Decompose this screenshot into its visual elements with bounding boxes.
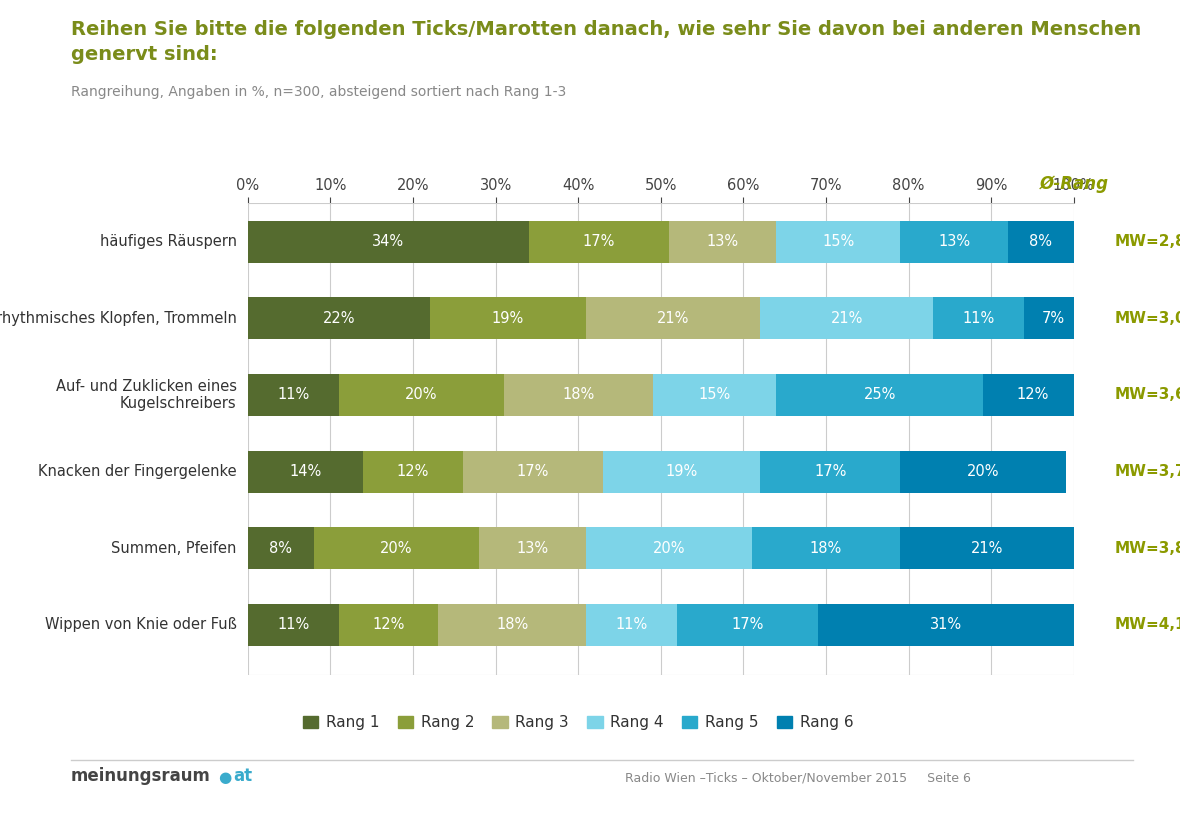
Text: 18%: 18% [496, 617, 529, 633]
Bar [248, 374, 339, 416]
Bar [529, 220, 669, 263]
Text: MW=2,8: MW=2,8 [1115, 234, 1180, 249]
Bar [900, 220, 1008, 263]
Text: 19%: 19% [492, 311, 524, 326]
Text: 20%: 20% [966, 464, 999, 479]
Text: 11%: 11% [616, 617, 648, 633]
Text: Ø-Rang: Ø-Rang [1041, 176, 1109, 193]
Text: 8%: 8% [1029, 234, 1053, 249]
Text: 13%: 13% [938, 234, 970, 249]
Text: 21%: 21% [971, 541, 1003, 556]
Text: 11%: 11% [277, 617, 309, 633]
Text: 21%: 21% [831, 311, 863, 326]
Bar [900, 527, 1074, 569]
Text: MW=3,6: MW=3,6 [1115, 388, 1180, 402]
Text: 12%: 12% [396, 464, 430, 479]
Bar [463, 450, 603, 493]
Bar [586, 604, 677, 646]
Bar [669, 220, 776, 263]
Text: 17%: 17% [583, 234, 615, 249]
Bar [776, 220, 900, 263]
Text: 12%: 12% [372, 617, 405, 633]
Text: 11%: 11% [277, 388, 309, 402]
Bar [752, 527, 900, 569]
Bar [586, 298, 760, 339]
Bar [776, 374, 983, 416]
Bar [760, 450, 900, 493]
Bar [314, 527, 479, 569]
Bar [586, 527, 752, 569]
Text: 20%: 20% [653, 541, 686, 556]
Bar [438, 604, 586, 646]
Text: 14%: 14% [289, 464, 322, 479]
Text: Rangreihung, Angaben in %, n=300, absteigend sortiert nach Rang 1-3: Rangreihung, Angaben in %, n=300, abstei… [71, 85, 566, 99]
Text: 20%: 20% [380, 541, 413, 556]
Bar [339, 374, 504, 416]
Text: 17%: 17% [517, 464, 549, 479]
Bar [479, 527, 586, 569]
Text: 17%: 17% [814, 464, 846, 479]
Text: Reihen Sie bitte die folgenden Ticks/Marotten danach, wie sehr Sie davon bei and: Reihen Sie bitte die folgenden Ticks/Mar… [71, 20, 1141, 64]
Text: 17%: 17% [732, 617, 763, 633]
Bar [430, 298, 586, 339]
Bar [504, 374, 653, 416]
Text: 22%: 22% [322, 311, 355, 326]
Text: 7%: 7% [1042, 311, 1064, 326]
Text: 20%: 20% [405, 388, 438, 402]
Text: 31%: 31% [930, 617, 962, 633]
Text: MW=4,1: MW=4,1 [1115, 617, 1180, 633]
Text: 34%: 34% [372, 234, 405, 249]
Bar [1024, 298, 1082, 339]
Bar [363, 450, 463, 493]
Text: 18%: 18% [562, 388, 595, 402]
Text: 13%: 13% [707, 234, 739, 249]
Text: ●: ● [218, 770, 231, 785]
Text: 19%: 19% [666, 464, 697, 479]
Text: MW=3,7: MW=3,7 [1115, 464, 1180, 479]
Bar [248, 220, 529, 263]
Text: Radio Wien –Ticks – Oktober/November 2015     Seite 6: Radio Wien –Ticks – Oktober/November 201… [625, 772, 971, 785]
Bar [248, 450, 363, 493]
Text: 11%: 11% [963, 311, 995, 326]
Text: 15%: 15% [822, 234, 854, 249]
Text: MW=3,8: MW=3,8 [1115, 541, 1180, 556]
Legend: Rang 1, Rang 2, Rang 3, Rang 4, Rang 5, Rang 6: Rang 1, Rang 2, Rang 3, Rang 4, Rang 5, … [297, 709, 859, 737]
Bar [248, 298, 430, 339]
Bar [248, 527, 314, 569]
Bar [900, 450, 1066, 493]
Text: 8%: 8% [269, 541, 293, 556]
Bar [1008, 220, 1074, 263]
Bar [983, 374, 1082, 416]
Bar [677, 604, 818, 646]
Bar [339, 604, 438, 646]
Bar [248, 604, 339, 646]
Text: 18%: 18% [809, 541, 843, 556]
Text: 21%: 21% [657, 311, 689, 326]
Text: 25%: 25% [864, 388, 896, 402]
Text: 12%: 12% [1016, 388, 1049, 402]
Text: at: at [234, 767, 253, 785]
Bar [818, 604, 1074, 646]
Bar [933, 298, 1024, 339]
Text: meinungsraum: meinungsraum [71, 767, 211, 785]
Text: 15%: 15% [699, 388, 730, 402]
Bar [603, 450, 760, 493]
Bar [760, 298, 933, 339]
Bar [653, 374, 776, 416]
Text: 13%: 13% [517, 541, 549, 556]
Text: MW=3,0: MW=3,0 [1115, 311, 1180, 326]
